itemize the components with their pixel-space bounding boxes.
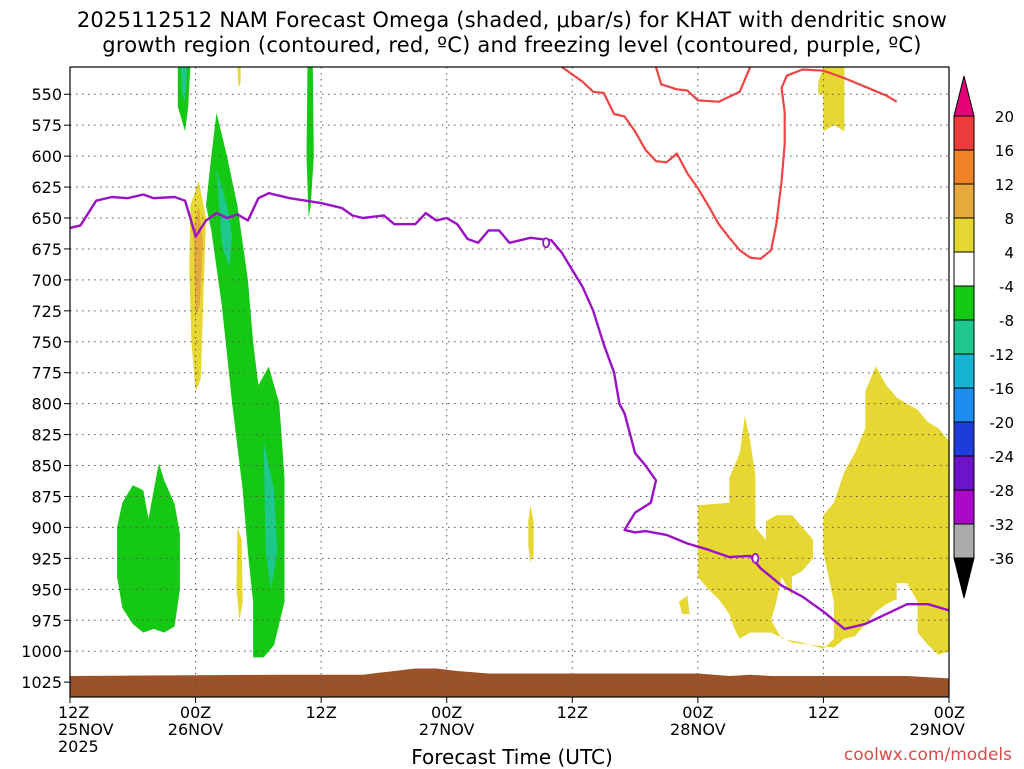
chart-title-line-1: 2025112512 NAM Forecast Omega (shaded, μ… — [76, 8, 948, 32]
y-tick-label: 775 — [31, 364, 62, 383]
x-tick-label: 12Z — [305, 703, 336, 722]
x-tick-label: 00Z — [180, 703, 211, 722]
colorbar-label: -36 — [990, 550, 1015, 568]
colorbar-label: 16 — [995, 142, 1014, 160]
y-tick-label: 550 — [31, 85, 62, 104]
colorbar-segment — [953, 115, 975, 151]
colorbar-label: -20 — [990, 414, 1015, 432]
colorbar-segment — [953, 523, 975, 559]
colorbar-segment — [953, 285, 975, 321]
omega-region-13 — [679, 595, 690, 615]
y-tick-label: 850 — [31, 457, 62, 476]
colorbar-segment — [953, 489, 975, 525]
omega-region-10 — [236, 527, 243, 621]
dgz-contour-1 — [654, 67, 752, 103]
omega-region-9 — [237, 67, 241, 88]
omega-shading — [70, 67, 949, 697]
y-tick-label: 600 — [31, 147, 62, 166]
colorbar-segment — [953, 149, 975, 185]
colorbar-bottom-arrow — [953, 557, 975, 599]
omega-region-1 — [177, 67, 191, 132]
omega-region-6 — [263, 440, 278, 590]
colorbar-label: -8 — [999, 312, 1014, 330]
y-tick-label: 700 — [31, 271, 62, 290]
y-tick-label: 925 — [31, 549, 62, 568]
colorbar-label: -24 — [990, 448, 1015, 466]
colorbar-segment — [953, 183, 975, 219]
colorbar: 20 16 12 8 4 -4 -8 -12 -16 -20 -24 -28 -32 -36 — [953, 75, 1015, 599]
y-tick-label: 1025 — [21, 673, 62, 692]
y-tick-label: 800 — [31, 395, 62, 414]
omega-region-11 — [528, 505, 534, 563]
colorbar-segment — [953, 319, 975, 355]
omega-region-3 — [306, 67, 314, 218]
colorbar-segment — [953, 387, 975, 423]
colorbar-label: 20 — [995, 108, 1014, 126]
x-tick-label: 00Z — [934, 703, 965, 722]
x-tick-label: 27NOV — [419, 720, 475, 739]
x-tick-label: 2025 — [58, 737, 99, 756]
omega-region-14 — [818, 67, 845, 132]
x-axis-label: Forecast Time (UTC) — [411, 745, 613, 769]
y-tick-label: 575 — [31, 116, 62, 135]
colorbar-label: 4 — [1004, 244, 1014, 262]
y-tick-label: 875 — [31, 487, 62, 506]
x-tick-label: 00Z — [682, 703, 713, 722]
x-tick-label: 12Z — [557, 703, 588, 722]
y-axis: 550 575 600 625 650 675 700 725 750 775 800 825 850 8… — [21, 85, 70, 692]
colorbar-segment — [953, 353, 975, 389]
colorbar-label: -28 — [990, 482, 1015, 500]
freezing-level-label-0 — [751, 552, 760, 564]
y-tick-label: 675 — [31, 240, 62, 259]
terrain-band — [70, 668, 949, 697]
y-tick-label: 825 — [31, 426, 62, 445]
colorbar-label: -12 — [990, 346, 1015, 364]
x-tick-label: 29NOV — [909, 720, 965, 739]
y-tick-label: 950 — [31, 580, 62, 599]
dgz-contour-0 — [561, 67, 898, 260]
x-tick-label: 00Z — [431, 703, 462, 722]
grid — [70, 67, 949, 697]
freezing-level-line — [70, 191, 949, 631]
x-tick-label: 12Z — [58, 703, 89, 722]
x-tick-label: 28NOV — [670, 720, 726, 739]
omega-region-12 — [697, 366, 949, 655]
x-tick-label: 12Z — [808, 703, 839, 722]
y-tick-label: 975 — [31, 611, 62, 630]
colorbar-segment — [953, 251, 975, 287]
colorbar-segment — [953, 455, 975, 491]
colorbar-segment — [953, 217, 975, 253]
contours — [70, 67, 949, 631]
y-tick-label: 750 — [31, 333, 62, 352]
y-tick-label: 625 — [31, 178, 62, 197]
chart-title-line-2: growth region (contoured, red, ºC) and f… — [102, 33, 922, 57]
colorbar-top-arrow — [953, 75, 975, 117]
y-tick-label: 900 — [31, 518, 62, 537]
plot-frame — [69, 66, 950, 698]
colorbar-label: -32 — [990, 516, 1015, 534]
colorbar-label: -16 — [990, 380, 1015, 398]
colorbar-segment — [953, 421, 975, 457]
y-tick-label: 725 — [31, 302, 62, 321]
site-credit: coolwx.com/models — [843, 745, 1012, 765]
omega-region-4 — [180, 67, 188, 101]
colorbar-label: 8 — [1004, 210, 1014, 228]
freezing-level-label-0 — [542, 237, 551, 249]
x-tick-label: 25NOV — [58, 720, 114, 739]
colorbar-label: -4 — [999, 278, 1014, 296]
y-tick-label: 650 — [31, 209, 62, 228]
colorbar-label: 12 — [995, 176, 1014, 194]
y-tick-label: 1000 — [21, 642, 62, 661]
x-tick-label: 26NOV — [168, 720, 224, 739]
omega-region-0 — [117, 463, 180, 633]
